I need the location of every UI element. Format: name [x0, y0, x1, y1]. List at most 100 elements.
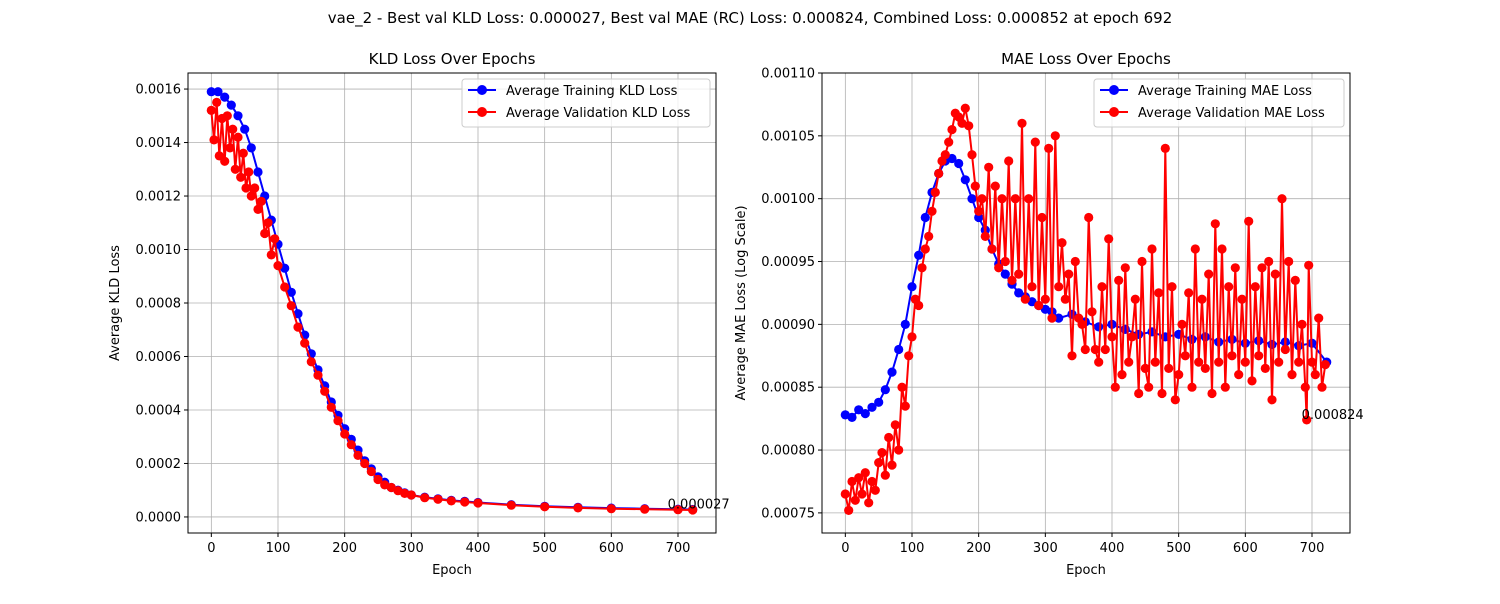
mae-val-point [1254, 351, 1264, 361]
mae-x-tick-label: 0 [841, 541, 849, 556]
mae-x-tick-label: 300 [1033, 541, 1058, 556]
mae-val-point [867, 476, 877, 487]
mae-val-point [1147, 244, 1157, 254]
mae-val-point [850, 495, 860, 505]
mae-val-point [1117, 370, 1127, 380]
mae-train-point [900, 319, 910, 329]
mae-val-point [1250, 282, 1260, 292]
mae-y-ticks: 0.00075 0.00080 0.00085 0.00090 0.00095 0.001… [761, 67, 822, 521]
kld-val-point [253, 204, 263, 214]
mae-val-point [907, 332, 917, 342]
mae-x-tick-label: 500 [1166, 541, 1191, 556]
mae-val-point [927, 206, 937, 216]
mae-val-point [964, 121, 974, 131]
kld-train-series-line [211, 90, 693, 511]
kld-val-point [270, 234, 280, 244]
mae-y-tick-label: 0.00095 [761, 255, 815, 270]
mae-val-point [880, 470, 890, 480]
mae-val-point [920, 244, 930, 254]
mae-val-point [1287, 370, 1297, 380]
figure-suptitle: vae_2 - Best val KLD Loss: 0.000027, Bes… [328, 9, 1172, 28]
kld-x-tick-label: 100 [266, 541, 291, 556]
mae-val-point [1177, 319, 1187, 329]
kld-y-tick-label: 0.0012 [136, 190, 182, 205]
kld-val-point [241, 183, 251, 193]
mae-val-point [1204, 269, 1214, 279]
mae-train-point [920, 212, 930, 223]
mae-series-layer [840, 103, 1332, 515]
mae-val-point [1260, 363, 1270, 373]
mae-val-point [1060, 294, 1070, 304]
mae-x-axis-label: Epoch [1066, 563, 1106, 578]
kld-val-point [266, 250, 276, 260]
kld-y-tick-label: 0.0008 [136, 297, 182, 312]
mae-val-point [1110, 382, 1120, 392]
kld-val-point [293, 322, 303, 332]
mae-val-point [1097, 282, 1107, 292]
kld-val-point [220, 156, 230, 166]
mae-val-point [1140, 363, 1150, 373]
mae-x-tick-label: 200 [966, 541, 991, 556]
kld-train-point [240, 124, 250, 134]
kld-val-point [263, 218, 273, 228]
mae-val-point [874, 458, 884, 468]
mae-y-tick-label: 0.00090 [761, 318, 815, 333]
mae-y-tick-label: 0.00110 [761, 67, 815, 82]
kld-train-point [233, 111, 243, 121]
kld-val-point [273, 261, 283, 271]
mae-val-point [1120, 263, 1130, 273]
mae-train-point [907, 282, 917, 292]
kld-val-point [366, 466, 376, 477]
mae-val-point [1280, 344, 1290, 355]
mae-val-point [1047, 313, 1057, 323]
kld-y-tick-label: 0.0000 [136, 510, 182, 525]
kld-val-point [340, 429, 350, 439]
kld-x-tick-label: 400 [466, 541, 491, 556]
kld-val-point [286, 301, 296, 311]
mae-val-point [1224, 282, 1234, 292]
mae-val-point [980, 231, 990, 241]
mae-legend-val-marker [1109, 107, 1119, 117]
mae-val-point [984, 162, 994, 172]
mae-val-point [1184, 288, 1194, 298]
mae-val-point [1160, 143, 1170, 153]
kld-legend-train-label: Average Training KLD Loss [506, 84, 678, 99]
kld-val-point [260, 228, 270, 239]
mae-val-point [1274, 357, 1284, 367]
kld-grid [188, 73, 716, 533]
mae-val-point [1080, 344, 1090, 355]
mae-val-point [994, 263, 1004, 273]
kld-legend-box [461, 78, 711, 128]
kld-val-point [256, 196, 266, 206]
mae-val-point [1157, 388, 1167, 399]
mae-train-point [1000, 269, 1010, 279]
kld-val-point [433, 494, 443, 504]
kld-legend: Average Training KLD Loss Average Valida… [461, 78, 711, 128]
mae-val-point [840, 489, 850, 499]
mae-val-point [1007, 275, 1017, 285]
mae-val-point [1127, 332, 1137, 342]
mae-val-point [974, 206, 984, 216]
mae-val-point [1154, 288, 1164, 298]
mae-val-point [1020, 294, 1030, 304]
mae-val-point [1207, 388, 1217, 399]
kld-train-point [220, 92, 230, 102]
mae-x-tick-label: 100 [900, 541, 925, 556]
mae-x-tick-label: 700 [1300, 541, 1325, 556]
mae-val-point [1237, 294, 1247, 304]
mae-train-point [894, 344, 904, 355]
kld-x-tick-label: 700 [666, 541, 691, 556]
mae-val-point [1087, 307, 1097, 317]
mae-loss-chart: 0 100 200 300 400 500 600 700 0.000750.000800.0… [734, 50, 1364, 578]
mae-val-point [1054, 282, 1064, 292]
mae-val-point [844, 505, 854, 515]
mae-legend-train-marker [1109, 85, 1119, 95]
mae-val-point [977, 194, 987, 204]
mae-val-point [1304, 260, 1314, 270]
mae-val-point [1230, 263, 1240, 273]
mae-train-point [1187, 334, 1197, 344]
mae-train-point [960, 175, 970, 185]
mae-val-point [1164, 363, 1174, 373]
kld-val-point [333, 416, 343, 426]
kld-val-point [420, 493, 430, 503]
